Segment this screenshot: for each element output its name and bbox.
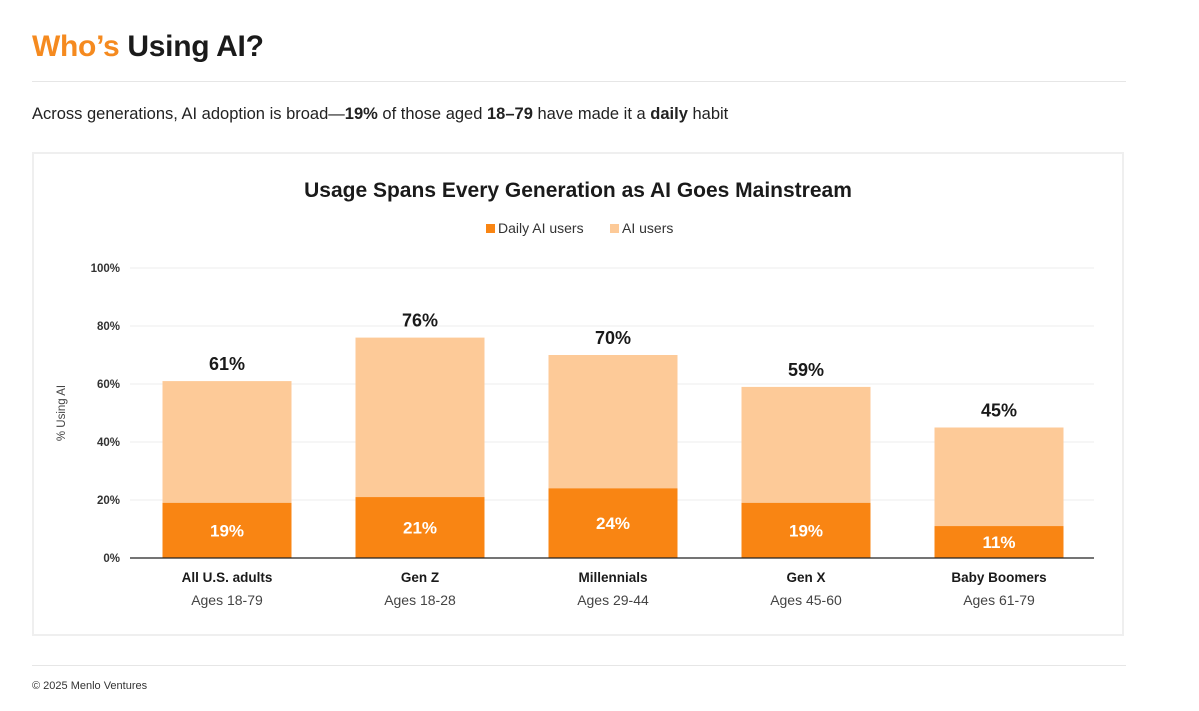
data-label-daily-ai-users: 19% [210,521,244,540]
x-category-label: All U.S. adults [182,570,273,585]
page-title-rest: Using AI? [127,30,264,63]
bar-daily-ai-users [162,502,292,558]
subtitle-part: daily [650,105,688,123]
legend-swatch [610,224,619,233]
y-tick-label: 100% [91,263,120,275]
data-label-ai-users: 59% [788,360,824,380]
x-category-sublabel: Ages 18-28 [384,592,456,608]
chart-title: Usage Spans Every Generation as AI Goes … [304,179,852,202]
header-divider [32,81,1126,82]
subtitle-part: of those aged [377,105,487,123]
footer-divider [32,665,1126,666]
x-category-label: Gen Z [401,570,439,585]
bar-daily-ai-users [548,488,678,558]
page-subtitle: Across generations, AI adoption is broad… [32,105,728,124]
subtitle-part: Across generations, AI adoption is broad… [32,105,345,123]
bar-daily-ai-users [355,497,485,558]
data-label-ai-users: 76% [402,311,438,331]
subtitle-part: have made it a [532,105,651,123]
x-category-label: Millennials [578,570,647,585]
footer-copyright: © 2025 Menlo Ventures [32,680,148,692]
y-tick-label: 40% [97,437,120,449]
legend-swatch [486,224,495,233]
y-tick-label: 20% [97,495,120,507]
data-label-ai-users: 45% [981,401,1017,421]
x-category-sublabel: Ages 61-79 [963,592,1035,608]
data-label-daily-ai-users: 21% [403,519,437,538]
x-category-label: Gen X [786,570,825,585]
x-category-sublabel: Ages 18-79 [191,592,263,608]
subtitle-part: habit [687,105,729,123]
page-title: Who’s Using AI? [32,30,264,64]
page-title-accent: Who’s [32,30,120,63]
y-tick-label: 80% [97,321,120,333]
data-label-ai-users: 61% [209,354,245,374]
data-label-daily-ai-users: 19% [789,521,823,540]
subtitle-part: 18–79 [486,105,533,123]
chart-panel: Usage Spans Every Generation as AI Goes … [32,152,1124,636]
data-label-ai-users: 70% [595,328,631,348]
bar-daily-ai-users [934,526,1064,558]
legend-label: Daily AI users [498,220,584,236]
y-tick-label: 60% [97,379,120,391]
x-category-label: Baby Boomers [951,570,1046,585]
chart: Usage Spans Every Generation as AI Goes … [56,179,1094,608]
x-category-sublabel: Ages 29-44 [577,592,649,608]
bar-daily-ai-users [741,502,871,558]
y-tick-label: 0% [103,553,120,565]
data-label-daily-ai-users: 11% [982,533,1015,552]
x-category-sublabel: Ages 45-60 [770,592,842,608]
data-label-daily-ai-users: 24% [596,514,630,533]
y-axis-label: % Using AI [56,385,68,441]
subtitle-part: 19% [344,105,378,123]
legend-label: AI users [622,220,673,236]
